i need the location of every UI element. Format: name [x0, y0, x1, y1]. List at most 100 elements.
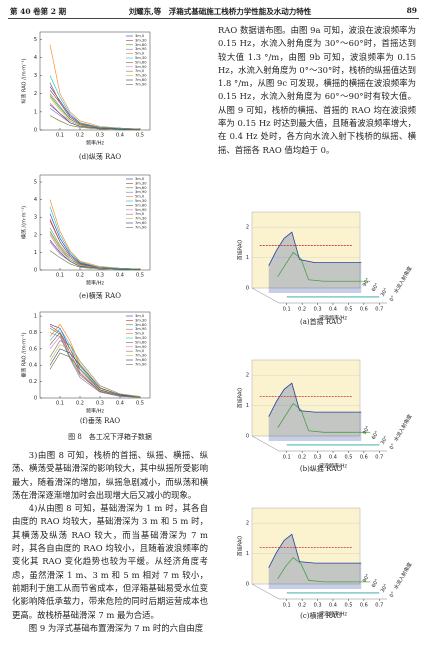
floor-edge	[251, 435, 280, 452]
legend-label: 5m,90	[135, 345, 147, 349]
series-line	[49, 220, 141, 270]
x-tick-label: 0.3	[96, 133, 104, 139]
legend-label: 3m,0	[135, 34, 145, 38]
legend-label: 7m,30	[135, 217, 147, 221]
series-line	[49, 89, 141, 130]
depth-label: 90°	[362, 573, 372, 584]
series-line	[268, 231, 362, 266]
x-tick-label: 0.2	[298, 603, 306, 609]
y-axis-label: 横荡 /(m·m⁻¹)	[21, 206, 28, 239]
y-tick-label: 2	[34, 232, 37, 238]
z-axis-label: 水流入射角度	[392, 413, 413, 442]
header-rule	[8, 18, 419, 19]
y-tick-label: 5	[34, 180, 37, 186]
x-tick-label: 0.2	[76, 133, 84, 139]
y-tick-label: 4	[34, 197, 37, 203]
floor-edge	[251, 287, 280, 304]
x-tick-label: 0.1	[283, 603, 291, 609]
x-tick-label: 0.7	[375, 603, 383, 609]
x-axis-label: 频率/Hz	[86, 408, 104, 415]
legend-label: 5m,90	[135, 65, 147, 69]
x-tick-label: 0.1	[56, 133, 64, 139]
x-tick-label: 0.2	[298, 455, 306, 461]
x-tick-label: 0.7	[375, 455, 383, 461]
y-tick-label: 0.8	[29, 330, 37, 336]
series-line	[49, 75, 141, 130]
x-tick-label: 0.2	[76, 401, 84, 407]
x-tick-label: 0.6	[360, 455, 368, 461]
figure-caption: 图 8 各工况下浮箱子数据	[68, 432, 152, 441]
plot-frame	[39, 311, 151, 399]
x-axis-label: 频率/Hz	[86, 280, 104, 287]
depth-label: 30°	[380, 287, 390, 298]
series-line	[268, 382, 362, 417]
series-line	[49, 352, 141, 398]
y-axis-label: 首摇RAO	[237, 240, 244, 261]
legend-label: 5m,60	[135, 203, 147, 207]
series-line	[277, 251, 371, 282]
y-tick-label: 2	[246, 373, 249, 379]
series-line	[49, 231, 140, 270]
paragraph: 图 9 为浮式基础布置滑深为 7 m 时的六自由度	[28, 622, 204, 633]
y-tick-label: 4	[34, 55, 37, 61]
series-line	[49, 239, 141, 271]
x-tick-label: 0.1	[283, 307, 291, 313]
y-tick-label: 2	[246, 521, 249, 527]
legend-label: 7m,30	[135, 74, 147, 78]
caption: (c)横摇 RAO	[300, 611, 342, 620]
series-line	[49, 250, 140, 271]
series-line	[49, 325, 141, 398]
depth-label: 0°	[389, 294, 397, 302]
caption: (b)纵摇 RAO	[300, 464, 342, 473]
y-tick-label: 0	[34, 396, 37, 402]
y-tick-label: 1	[246, 403, 249, 409]
legend-label: 7m,60	[135, 358, 147, 362]
x-tick-label: 0.2	[76, 273, 84, 279]
depth-label: 90°	[362, 425, 372, 436]
legend-label: 3m,60	[135, 323, 147, 327]
y-tick-label: 5	[34, 37, 37, 43]
legend-label: 7m,0	[135, 212, 145, 216]
depth-label: 0°	[389, 442, 397, 450]
paragraph: 4)从由图 8 可知，基础滑深为 1 m 时，其各自由度的 RAO 均较大，基础…	[12, 503, 208, 620]
legend-label: 5m,30	[135, 199, 147, 203]
depth-label: 60°	[371, 282, 381, 293]
series-line	[277, 556, 371, 583]
page-number: 89	[406, 6, 417, 15]
legend-label: 5m,0	[135, 332, 145, 336]
y-tick-label: 1	[246, 255, 249, 261]
x-tick-label: 0.6	[360, 603, 368, 609]
paragraph: 3)由图 8 可知，栈桥的首摇、纵摇、横摇、纵荡、横荡受基础滑深的影响较大，其中…	[12, 450, 208, 500]
series-line	[49, 227, 141, 271]
y-tick-label: 0	[34, 268, 37, 274]
y-tick-label: 1	[34, 250, 37, 256]
legend-label: 7m,90	[135, 225, 147, 229]
x-tick-label: 0.5	[344, 307, 352, 313]
x-tick-label: 0.5	[136, 273, 144, 279]
plot-frame	[39, 31, 151, 131]
x-tick-label: 0.4	[329, 307, 337, 313]
depth-label: 60°	[371, 578, 381, 589]
legend-label: 3m,60	[135, 186, 147, 190]
y-tick-label: 0	[246, 434, 249, 440]
y-tick-label: 2	[34, 91, 37, 97]
legend-label: 3m,90	[135, 47, 147, 51]
x-tick-label: 0.4	[329, 603, 337, 609]
x-axis-label: 波浪频率/Hz	[319, 315, 347, 322]
x-tick-label: 0.6	[360, 307, 368, 313]
caption: (d)纵荡 RAO	[79, 152, 121, 161]
legend-label: 3m,0	[135, 314, 145, 318]
y-tick-label: 0.6	[29, 346, 37, 352]
x-tick-label: 0.3	[314, 603, 322, 609]
legend-label: 3m,30	[135, 38, 147, 42]
y-tick-label: 2	[246, 225, 249, 231]
x-tick-label: 0.4	[116, 133, 124, 139]
x-tick-label: 0.3	[314, 307, 322, 313]
legend-label: 3m,30	[135, 181, 147, 185]
depth-label: 30°	[380, 435, 390, 446]
y-tick-label: 1	[34, 109, 37, 115]
y-tick-label: 0.4	[29, 363, 37, 369]
x-axis-label: 波浪频率/Hz	[319, 611, 347, 618]
